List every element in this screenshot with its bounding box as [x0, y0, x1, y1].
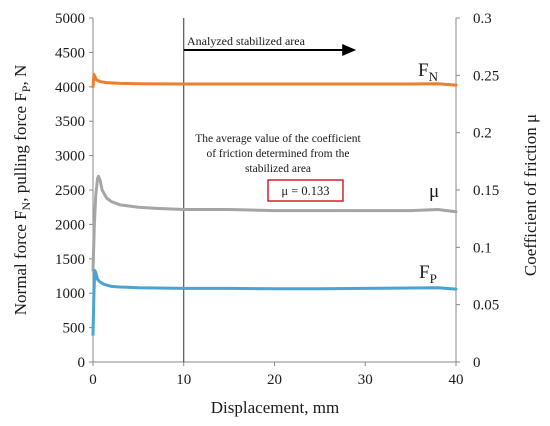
y-right-tick-label: 0.15	[473, 183, 499, 199]
y-left-tick-label: 3000	[55, 149, 85, 165]
y-left-tick-label: 2000	[55, 217, 85, 233]
series-label-fp: FP	[419, 262, 437, 286]
note-line-1: The average value of the coefficient	[195, 133, 361, 145]
x-tick-label: 30	[358, 372, 373, 388]
y-left-tick-label: 500	[63, 321, 86, 337]
y-right-tick-label: 0	[473, 355, 481, 371]
series-layer	[93, 74, 456, 334]
series-line-f-p	[93, 271, 456, 335]
y-right-tick-label: 0.05	[473, 298, 499, 314]
y-right-axis-title: Coefficient of friction μ	[521, 114, 540, 276]
x-ticks: 0 10 20 30 40	[89, 362, 463, 388]
y-right-tick-label: 0.2	[473, 126, 492, 142]
mu-value-text: μ = 0.133	[281, 184, 329, 198]
note-line-2: of friction determined from the	[206, 148, 349, 160]
y-right-tick-label: 0.1	[473, 240, 492, 256]
x-tick-label: 20	[267, 372, 282, 388]
series-label-fn: FN	[418, 60, 439, 84]
y-left-tick-label: 4000	[55, 80, 85, 96]
arrow-label: Analyzed stabilized area	[187, 34, 306, 48]
y-left-axis-title: Normal force FN, pulling force FP, N	[11, 65, 33, 316]
y-left-tick-label: 4500	[55, 45, 85, 61]
y-right-tick-label: 0.25	[473, 68, 499, 84]
y-left-tick-label: 3500	[55, 114, 85, 130]
x-tick-label: 0	[89, 372, 97, 388]
y-left-tick-label: 1000	[55, 286, 85, 302]
note-line-3: stabilized area	[245, 163, 311, 175]
y-left-ticks: 0 500 1000 1500 2000 2500 3000 3500 4000 4500 5000	[55, 11, 93, 371]
y-left-tick-label: 2500	[55, 183, 85, 199]
series-label-mu: μ	[429, 181, 439, 202]
y-right-tick-label: 0.3	[473, 11, 492, 27]
y-left-tick-label: 0	[78, 355, 86, 371]
series-line-f-n	[93, 74, 456, 86]
analyzed-area-arrowhead	[342, 44, 356, 56]
x-tick-label: 10	[176, 372, 191, 388]
y-left-tick-label: 1500	[55, 252, 85, 268]
x-axis-title: Displacement, mm	[211, 398, 339, 417]
x-tick-label: 40	[449, 372, 464, 388]
y-right-ticks: 0 0.05 0.1 0.15 0.2 0.25 0.3	[456, 11, 499, 371]
y-left-tick-label: 5000	[55, 11, 85, 27]
